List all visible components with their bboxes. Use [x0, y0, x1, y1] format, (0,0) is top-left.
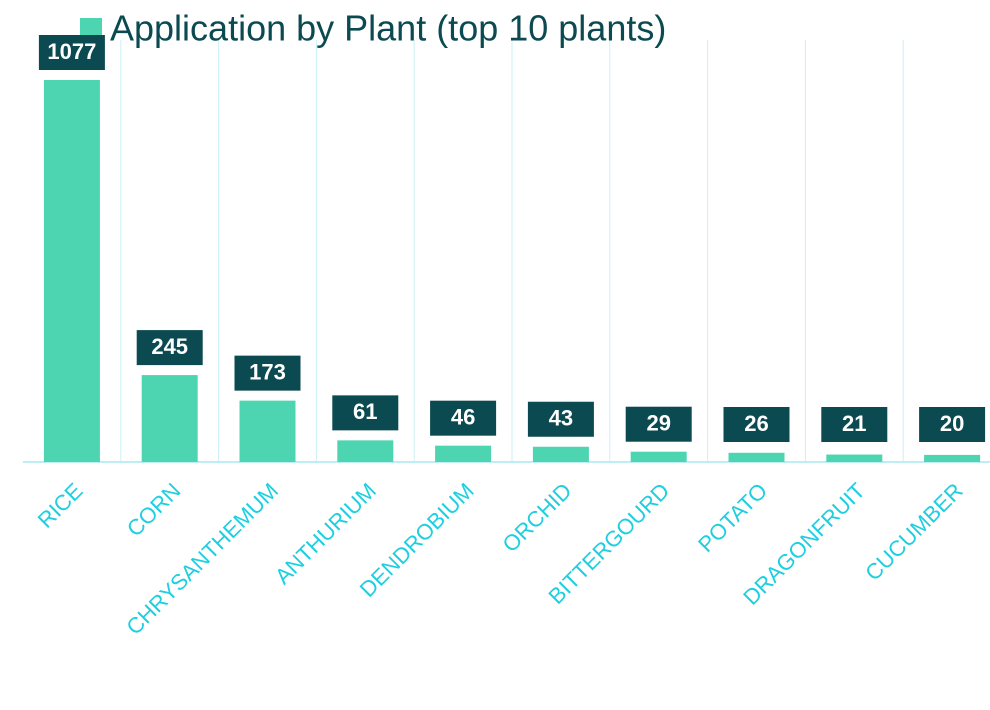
legend-label: Application by Plant (top 10 plants) [110, 8, 666, 49]
value-label-box [625, 406, 692, 442]
bar [826, 454, 883, 462]
value-label: 173 [249, 359, 286, 384]
bar [141, 375, 198, 462]
value-label-box [821, 407, 888, 442]
bar [337, 440, 394, 462]
x-tick-label: CORN [122, 478, 185, 541]
bar [728, 452, 785, 462]
value-label-box [234, 355, 301, 391]
value-label: 61 [353, 399, 377, 424]
x-tick-label: RICE [33, 478, 88, 533]
value-label-box [136, 330, 203, 366]
value-label-box [38, 35, 105, 70]
bar [532, 446, 589, 462]
bar [239, 400, 296, 462]
x-tick-label: ORCHID [498, 478, 577, 557]
bar [924, 454, 981, 462]
x-tick-label: POTATO [693, 478, 772, 557]
value-label: 43 [549, 406, 573, 431]
bar [43, 80, 100, 462]
value-label-box [919, 407, 986, 442]
value-label-box [723, 407, 790, 442]
value-label: 1077 [47, 39, 96, 64]
bar [630, 451, 687, 462]
legend-swatch [80, 18, 102, 40]
value-label-box [332, 395, 399, 431]
value-label: 29 [646, 411, 670, 436]
value-label: 20 [940, 411, 964, 436]
value-label-box [430, 400, 497, 436]
bar [435, 445, 492, 462]
value-label: 46 [451, 404, 475, 429]
x-tick-label: CUCUMBER [860, 478, 968, 586]
x-tick-label: ANTHURIUM [270, 478, 381, 589]
value-label: 21 [842, 411, 866, 436]
value-label: 26 [744, 411, 768, 436]
value-label: 245 [151, 334, 188, 359]
value-label-box [527, 401, 594, 437]
